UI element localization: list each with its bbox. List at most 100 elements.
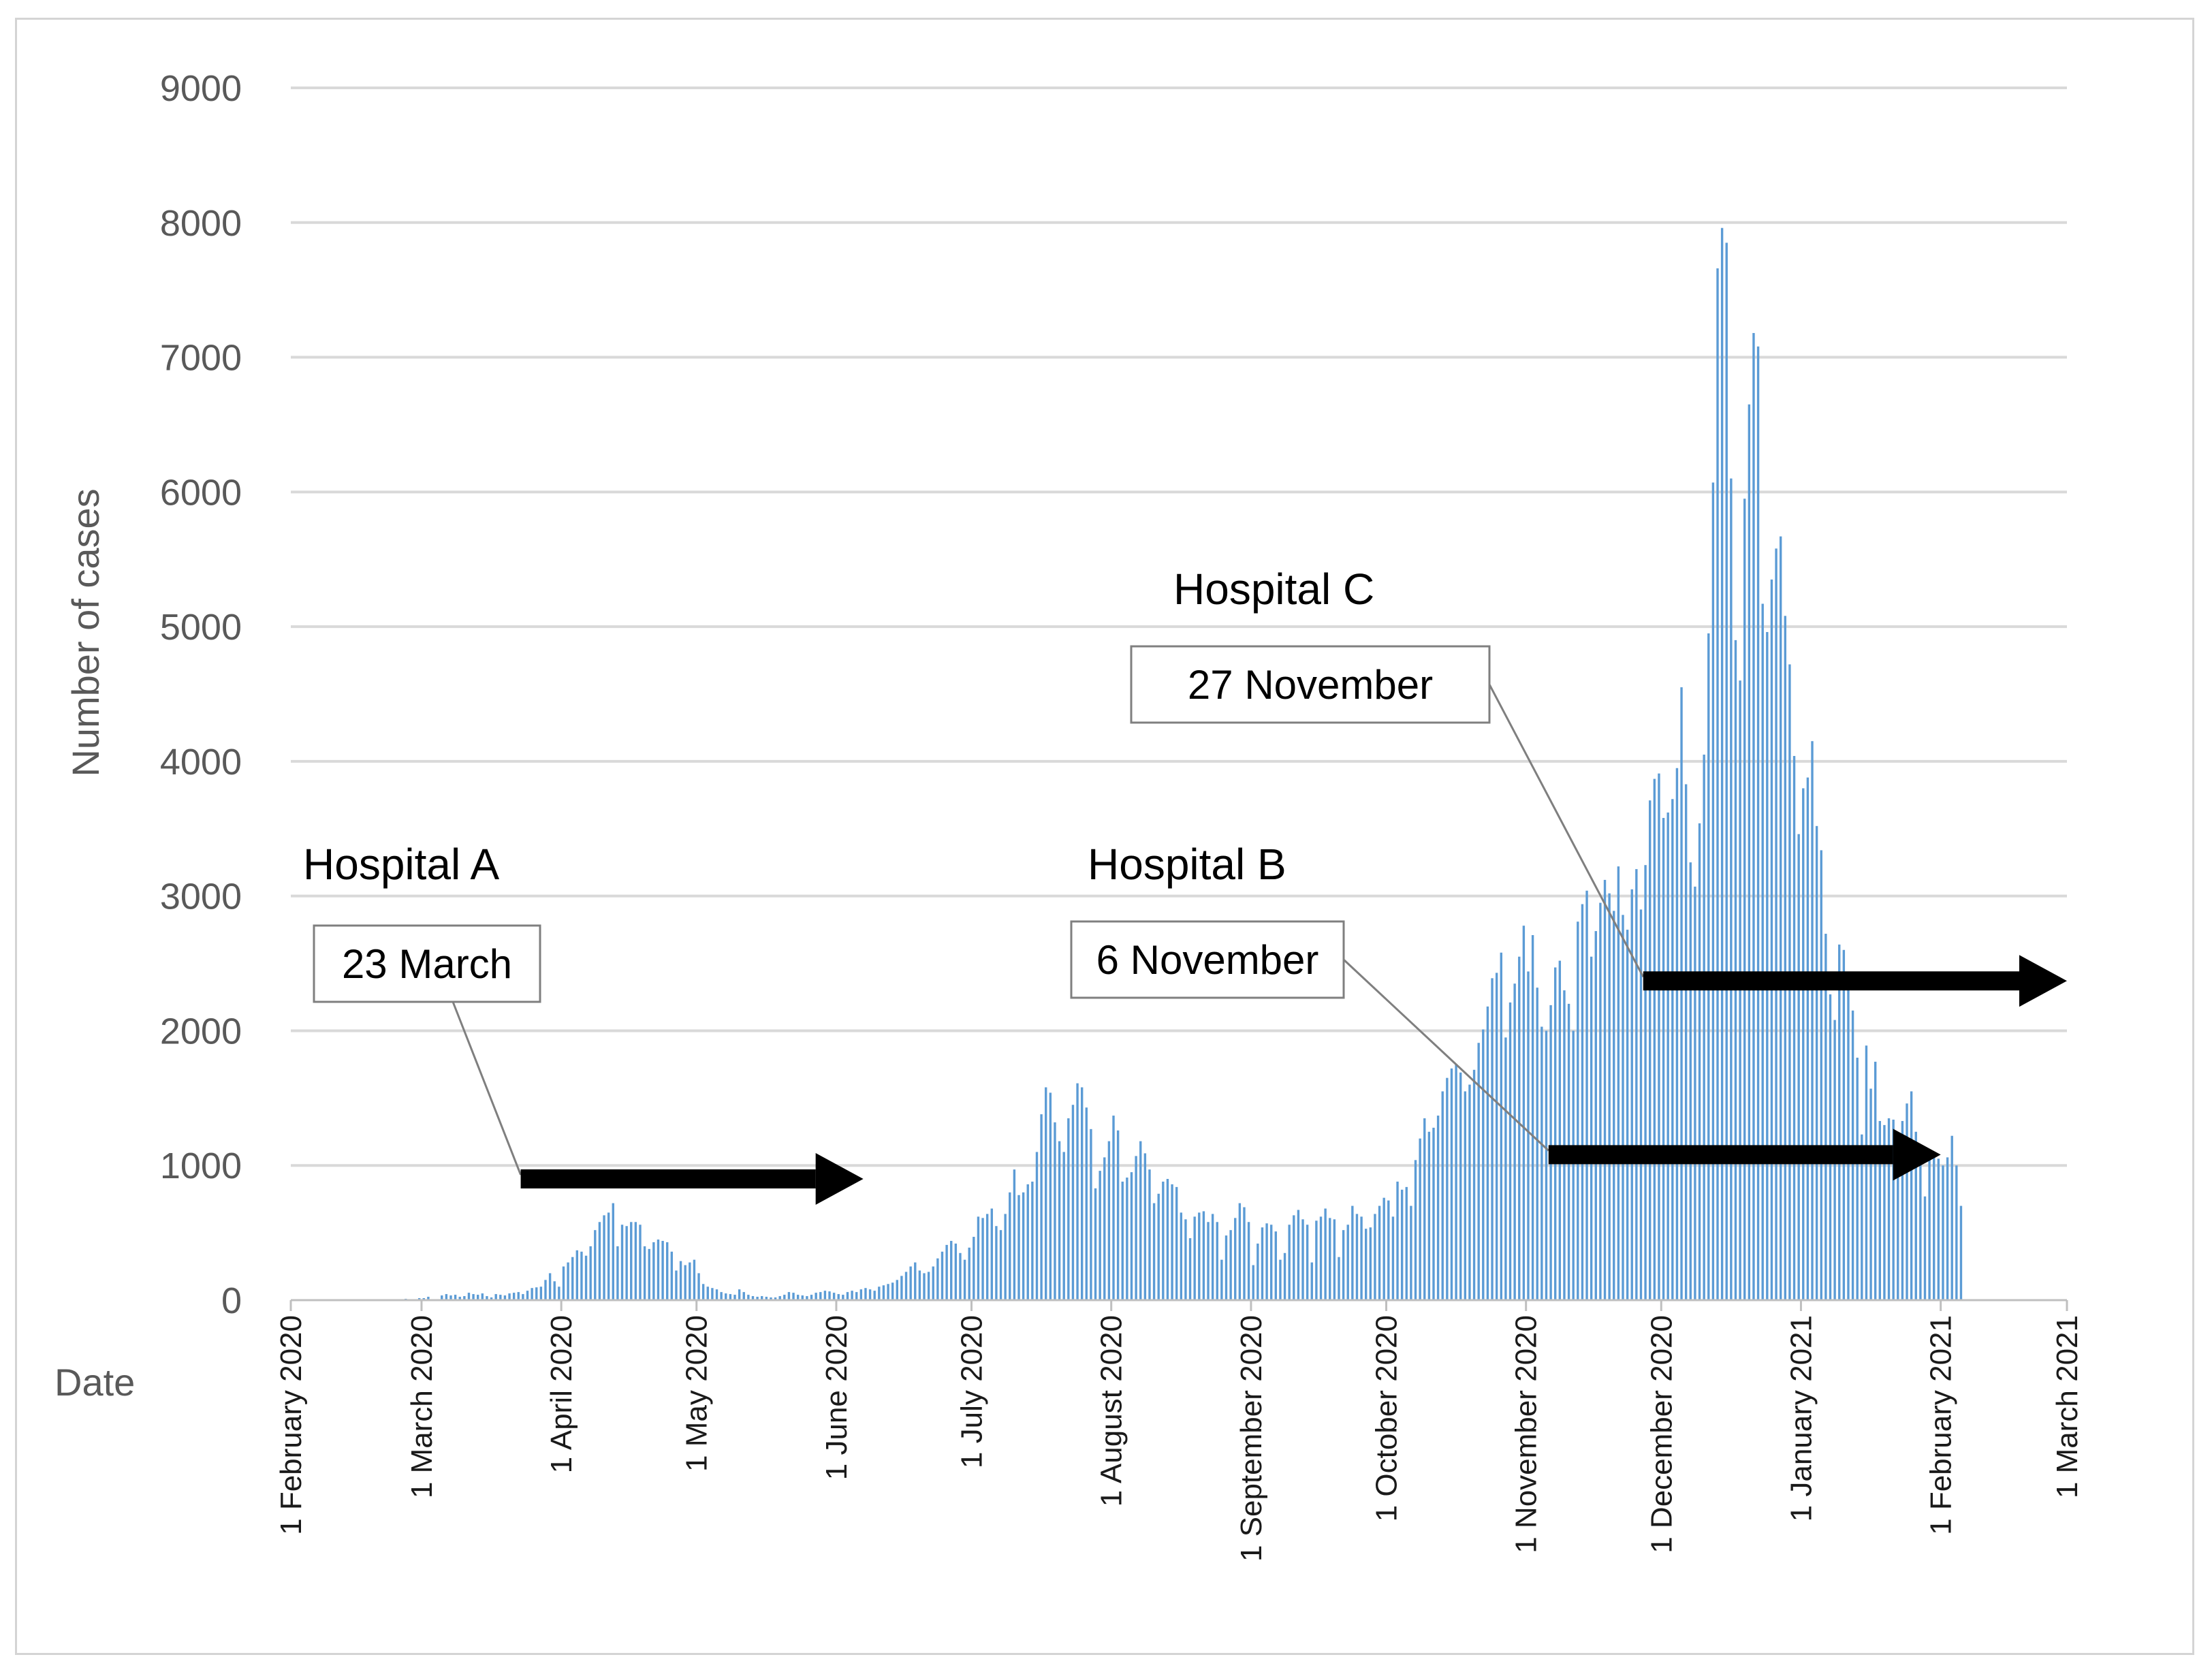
bar [612,1203,614,1300]
x-tick-label: 1 November 2020 [1510,1315,1543,1553]
arrow-head [815,1153,864,1205]
bar [1766,632,1769,1300]
bar [815,1293,817,1300]
bar [1856,1058,1859,1300]
bar [1076,1083,1079,1300]
bar [477,1295,479,1300]
bar [1446,1077,1449,1300]
cases-chart: 1 February 2020 1 March 2020 1 April 2020 1… [54,68,2084,1562]
bar [1797,834,1800,1300]
bar [742,1292,745,1300]
bar [936,1258,939,1300]
bar [1432,1127,1435,1300]
leader-line [1488,684,1645,977]
bar [968,1247,970,1300]
bar [1617,866,1620,1300]
bar [531,1288,533,1300]
bar [1080,1087,1084,1300]
bar [1869,1088,1872,1300]
bar [1910,1091,1913,1300]
bar [1906,1103,1908,1300]
bar [661,1240,664,1300]
bar [1585,890,1588,1300]
bar [1730,478,1733,1300]
bar [1026,1184,1029,1300]
bar [1338,1257,1340,1300]
bar [1355,1214,1359,1300]
bar [1193,1216,1196,1300]
bar [1436,1116,1440,1300]
bar [1477,1043,1480,1300]
bar [1171,1184,1173,1300]
x-tick-label: 1 July 2020 [955,1315,989,1468]
bar [1491,978,1494,1300]
bar [1635,869,1638,1300]
bar [1112,1116,1115,1300]
bar [806,1296,808,1300]
bar [1107,1141,1111,1300]
bar [445,1294,448,1300]
annotation-date: 6 November [1096,937,1319,983]
bar [1950,1135,1953,1300]
bar [1224,1235,1228,1300]
bar [701,1284,705,1300]
bar [1243,1207,1246,1300]
x-tick-label: 1 February 2020 [274,1315,308,1535]
bar [1847,979,1850,1300]
leader-line [452,1001,522,1176]
bar [1202,1211,1205,1300]
bar [1540,1026,1543,1300]
bar [896,1280,898,1300]
y-tick-label: 4000 [160,742,242,783]
bar [1369,1227,1372,1300]
bar-series [391,227,1963,1301]
bar [1923,1196,1927,1300]
bar [526,1291,529,1300]
bar [1175,1186,1178,1300]
bar [1279,1259,1282,1300]
bar [751,1296,755,1300]
bar [1694,886,1696,1300]
bar [481,1293,484,1300]
bar [1143,1153,1147,1300]
bar [1346,1225,1349,1300]
arrow-shaft [1548,1145,1893,1165]
bar [1270,1225,1273,1300]
bar [1649,800,1652,1300]
bar [1500,952,1502,1300]
bar [1396,1181,1399,1300]
bar [1342,1230,1345,1300]
bar [1054,1122,1056,1300]
y-tick-label: 7000 [160,338,242,379]
bar [1599,902,1602,1300]
bar [1455,1064,1457,1300]
x-tick-label: 1 October 2020 [1370,1315,1403,1521]
bar [567,1262,569,1300]
bar [1653,778,1656,1300]
bar [914,1262,917,1300]
x-tick-label: 1 September 2020 [1235,1315,1268,1562]
bar [1689,862,1692,1300]
bar [1198,1212,1201,1300]
bar [1495,973,1498,1300]
bar [1558,960,1562,1300]
bar [517,1292,520,1300]
bar [1865,1045,1868,1300]
bar [1234,1218,1237,1300]
bar [1577,921,1579,1300]
bar [923,1273,926,1300]
bar [842,1295,844,1300]
annotation-title: Hospital C [1173,565,1374,614]
bar [1716,268,1719,1300]
bar [1914,1131,1917,1300]
bar [1761,603,1764,1300]
bar [1157,1193,1160,1300]
bar [571,1257,574,1300]
bar [1675,768,1679,1300]
bar [1861,1134,1863,1300]
bar [454,1295,457,1300]
bar [1883,1124,1886,1300]
bar [1387,1200,1390,1300]
bar [1639,909,1643,1300]
bar [1784,616,1786,1300]
